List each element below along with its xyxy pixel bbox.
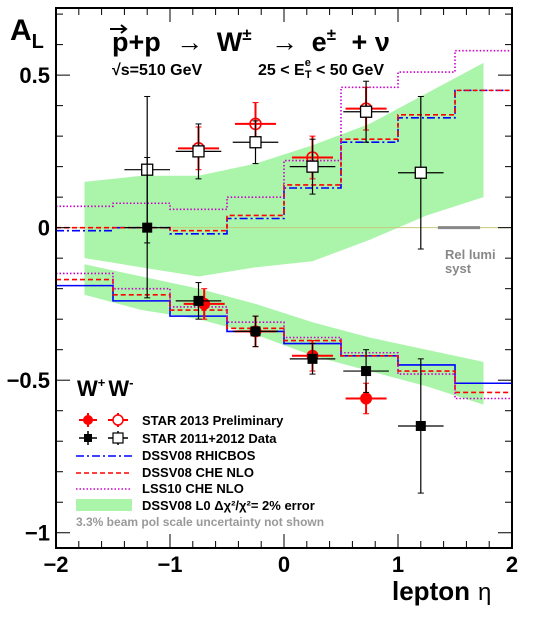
data-points (124, 80, 444, 494)
rel-lumi-syst-label: syst (445, 261, 472, 276)
legend-star2011-markers (79, 431, 128, 445)
x-tick-label-1: −1 (157, 552, 182, 577)
x-axis-label: lepton (392, 576, 470, 606)
y-tick-label-1: −0.5 (7, 368, 50, 393)
data-point-5 (175, 123, 222, 180)
legend-label-band: DSSV08 L0 Δχ²/χ²= 2% error (142, 498, 315, 513)
y-tick-label-2: 0 (38, 216, 50, 241)
theory-curve-3 (56, 284, 512, 385)
theory-curve-1 (56, 89, 512, 232)
legend-star2013-markers (79, 413, 128, 427)
x-tick-label-2: 0 (278, 552, 290, 577)
theory-curve-2 (56, 49, 512, 211)
x-tick-label-3: 1 (392, 552, 404, 577)
x-axis-symbol: η (478, 579, 491, 606)
y-tick-label-0: −1 (25, 521, 50, 546)
legend-label-star2011: STAR 2011+2012 Data (142, 431, 277, 446)
y-tick-label-3: 0.5 (19, 63, 50, 88)
theory-curve-4 (56, 278, 512, 394)
data-point-14 (124, 156, 170, 299)
data-point-8 (343, 80, 389, 143)
data-point-6 (232, 120, 279, 165)
data-point-15 (175, 282, 222, 320)
data-point-7 (289, 138, 336, 195)
legend-label-lss10: LSS10 CHE NLO (142, 481, 244, 496)
x-tick-label-4: 2 (506, 552, 518, 577)
rel-lumi-label: Rel lumi (445, 247, 496, 262)
title-vector-arrow (110, 24, 128, 34)
subtitle-sqrt-s: √s=510 GeV (112, 62, 203, 79)
chart-title: p+p → W± → e± + ν (110, 16, 390, 57)
subtitle-et-cut: 25 < Ee T < 50 GeV (258, 57, 384, 81)
data-point-16 (232, 315, 279, 348)
bottom-note: 3.3% beam pol scale uncertainty not show… (76, 515, 324, 529)
legend: STAR 2013 Preliminary STAR 2011+2012 Dat… (76, 413, 324, 529)
theory-curve-5 (56, 272, 512, 400)
data-point-13 (345, 382, 387, 415)
theory-curves (56, 49, 512, 400)
svg-text:p+p → W± →: p+p → W± → e± + ν (112, 16, 390, 57)
data-point-19 (398, 358, 444, 494)
data-point-9 (398, 95, 444, 250)
axis-ticks: −1 −0.5 0 0.5 −2 −1 0 1 2 (7, 8, 518, 577)
data-point-17 (289, 343, 336, 375)
w-charge-label: W+ W- (77, 375, 133, 401)
legend-label-rhicbos: DSSV08 RHICBOS (142, 448, 256, 463)
y-axis-label: AL (10, 14, 44, 53)
x-tick-label-0: −2 (43, 552, 68, 577)
legend-label-dssv08-che: DSSV08 CHE NLO (142, 465, 254, 480)
legend-swatch-band (76, 499, 132, 511)
legend-label-star2013: STAR 2013 Preliminary (142, 413, 284, 428)
uncertainty-bands (84, 62, 484, 405)
data-point-18 (343, 349, 389, 393)
